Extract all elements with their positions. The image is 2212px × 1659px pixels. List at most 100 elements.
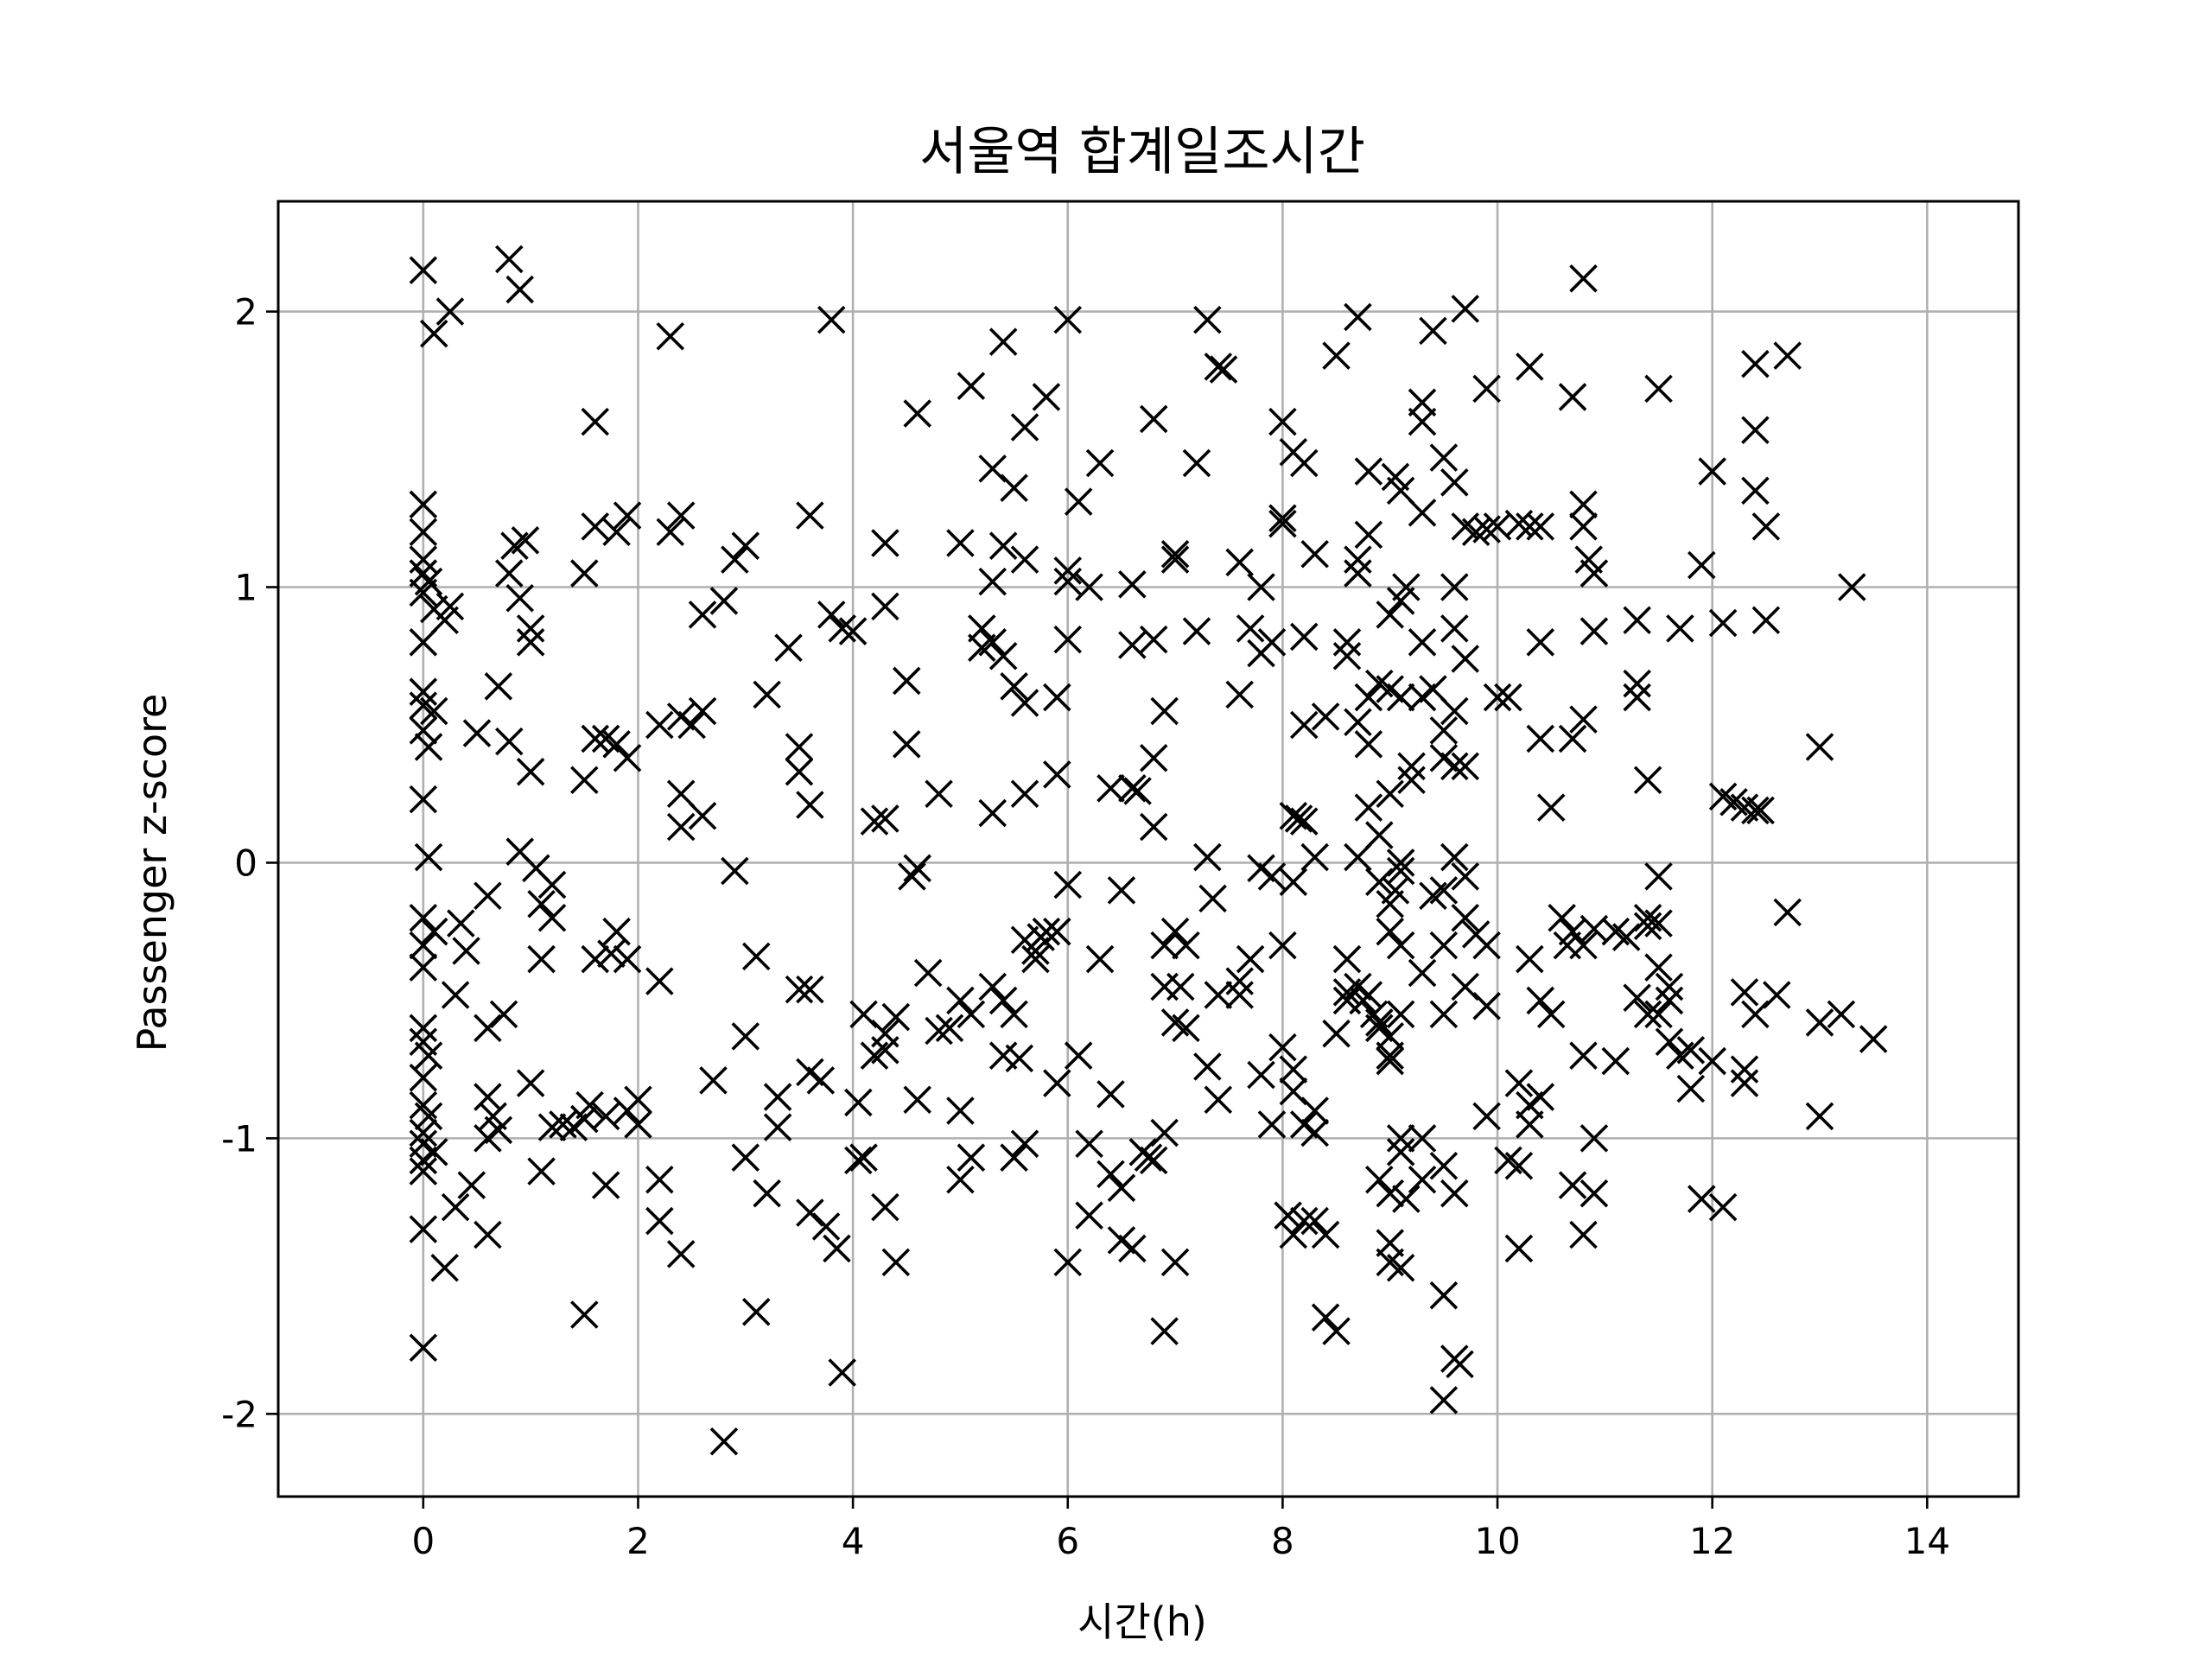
data-point (1392, 1185, 1421, 1213)
data-point (1118, 774, 1147, 803)
data-point (1209, 355, 1238, 384)
data-point (1429, 1281, 1459, 1310)
y-tick-label: 2 (234, 291, 257, 334)
data-point (1580, 1124, 1609, 1153)
data-point (1032, 383, 1061, 411)
data-point (785, 733, 814, 761)
data-point (409, 578, 438, 607)
data-point (1354, 981, 1383, 1009)
data-point (419, 319, 448, 348)
data-point (527, 890, 556, 918)
data-point (409, 1118, 438, 1147)
data-point (1708, 1192, 1738, 1222)
data-point (1730, 1055, 1759, 1084)
data-point (1172, 1014, 1200, 1043)
data-point (1053, 305, 1083, 334)
data-point (1300, 1096, 1329, 1125)
data-point (1386, 931, 1415, 960)
data-point (1182, 448, 1211, 478)
data-point (731, 531, 760, 560)
data-point (774, 633, 803, 662)
data-point (1494, 683, 1522, 712)
data-point (1429, 931, 1459, 960)
data-point (1284, 804, 1313, 833)
data-point (1644, 909, 1673, 938)
data-point (1386, 683, 1415, 712)
data-point (1601, 917, 1630, 946)
data-point (1805, 1102, 1834, 1131)
data-point (1247, 1060, 1275, 1090)
data-point (1376, 1041, 1404, 1070)
data-point (602, 518, 631, 546)
data-point (1440, 696, 1469, 726)
data-point (645, 1165, 674, 1194)
data-point (935, 1014, 964, 1043)
data-point (1289, 448, 1319, 478)
data-point (1516, 353, 1544, 381)
data-point (731, 1022, 760, 1051)
data-point (893, 666, 921, 696)
data-point (1300, 1118, 1329, 1147)
data-point (474, 1014, 502, 1043)
data-point (409, 716, 438, 745)
data-point (516, 757, 545, 786)
data-point (409, 1014, 438, 1043)
data-point (1472, 931, 1501, 960)
data-point (1000, 474, 1028, 502)
data-point (806, 1066, 836, 1095)
data-point (1440, 842, 1469, 872)
data-point (1139, 743, 1168, 772)
data-point (409, 1333, 438, 1363)
data-point (721, 856, 749, 886)
data-point (1526, 512, 1555, 541)
data-point (1429, 1152, 1459, 1180)
data-point (409, 256, 438, 285)
data-point (409, 953, 438, 982)
data-point (505, 275, 534, 304)
data-point (946, 1096, 975, 1125)
data-point (666, 779, 696, 808)
data-point (1279, 1220, 1308, 1249)
data-point (474, 1220, 502, 1249)
data-point (988, 986, 1018, 1015)
data-point (1182, 617, 1211, 645)
data-point (409, 518, 438, 546)
data-point (811, 1212, 841, 1241)
data-point (1075, 573, 1103, 601)
data-point (1386, 1124, 1415, 1153)
data-point (1043, 683, 1071, 712)
data-point (871, 804, 899, 833)
data-point (1516, 944, 1544, 974)
data-point (881, 1002, 911, 1032)
data-point (913, 958, 943, 988)
data-point (957, 1143, 986, 1172)
data-point (1150, 931, 1179, 960)
data-point (1633, 912, 1662, 941)
data-point (1526, 724, 1555, 753)
data-point (1032, 917, 1061, 946)
data-point (645, 967, 674, 995)
y-tick-label: 0 (234, 842, 257, 884)
data-point (1386, 1138, 1415, 1166)
data-point (1354, 683, 1383, 712)
data-point (1365, 1008, 1394, 1037)
data-point (1408, 958, 1437, 988)
data-point (1386, 849, 1415, 877)
data-point (435, 592, 465, 621)
data-point (1429, 1386, 1459, 1414)
data-point (511, 526, 540, 555)
data-point (1332, 986, 1362, 1015)
data-point (1676, 1036, 1706, 1065)
data-point (903, 399, 931, 428)
data-point (1548, 903, 1576, 932)
data-point (1043, 760, 1071, 789)
data-point (1440, 468, 1469, 497)
data-point (753, 1179, 781, 1208)
data-point (1408, 499, 1437, 527)
data-point (1204, 1085, 1233, 1115)
data-point (1354, 520, 1383, 550)
data-point (1053, 567, 1083, 596)
data-point (409, 903, 438, 932)
data-point (988, 641, 1018, 671)
x-tick-label: 0 (411, 1520, 435, 1562)
